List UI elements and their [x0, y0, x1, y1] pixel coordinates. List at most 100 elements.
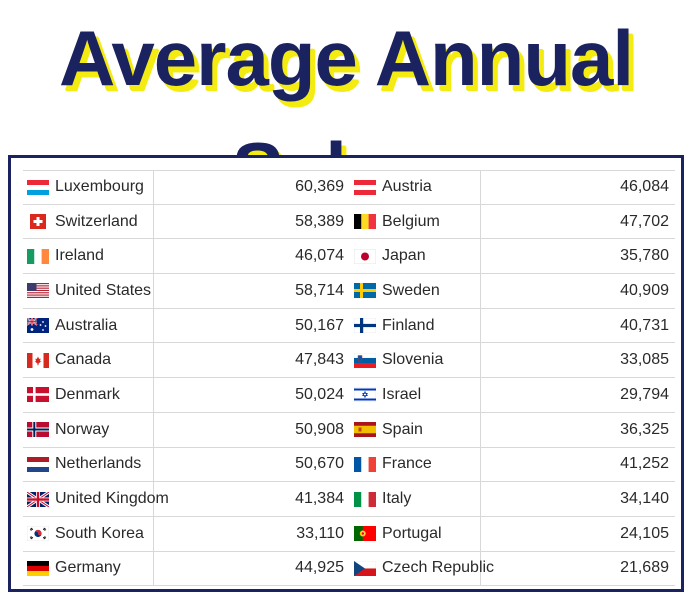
- canada-flag-icon: [27, 352, 49, 368]
- country-cell: Norway: [23, 412, 154, 447]
- salary-value: 50,024: [295, 385, 344, 403]
- table-row: Denmark 50,024 Israel 29,794: [23, 378, 675, 413]
- table-row: United Kingdom 41,384 Italy 34,140: [23, 482, 675, 517]
- salary-value: 33,085: [620, 351, 669, 369]
- salary-value: 46,074: [295, 247, 344, 265]
- country-name: Israel: [382, 385, 422, 403]
- country-cell: Australia: [23, 308, 154, 343]
- country-cell: Netherlands: [23, 447, 154, 482]
- country-name: Denmark: [55, 385, 120, 403]
- country-cell: Finland: [350, 308, 481, 343]
- table-row: United States 58,714 Sweden 40,909: [23, 274, 675, 309]
- portugal-flag-icon: [354, 526, 376, 542]
- country-cell: Switzerland: [23, 204, 154, 239]
- country-cell: Canada: [23, 343, 154, 378]
- united-states-flag-icon: [27, 283, 49, 299]
- country-name: Austria: [382, 178, 432, 196]
- country-cell: Portugal: [350, 516, 481, 551]
- netherlands-flag-icon: [27, 456, 49, 472]
- salary-value: 24,105: [620, 524, 669, 542]
- salary-value: 34,140: [620, 490, 669, 508]
- country-name: Ireland: [55, 247, 104, 265]
- salary-value: 44,925: [295, 559, 344, 577]
- table-row: Germany 44,925 Czech Republic 21,689: [23, 551, 675, 587]
- austria-flag-icon: [354, 179, 376, 195]
- table-row: South Korea 33,110 Portugal 24,105: [23, 516, 675, 552]
- country-name: Czech Republic: [382, 559, 495, 577]
- salary-value: 60,369: [295, 178, 344, 196]
- country-cell: Spain: [350, 412, 481, 447]
- country-name: Switzerland: [55, 212, 138, 230]
- france-flag-icon: [354, 456, 376, 472]
- country-name: Luxembourg: [55, 178, 144, 196]
- salary-grid: Luxembourg 60,369 Austria 46,084 Switzerland…: [23, 170, 675, 587]
- salary-value: 40,731: [620, 316, 669, 334]
- country-cell: Belgium: [350, 204, 481, 239]
- salary-value: 33,110: [296, 524, 344, 542]
- country-cell: Slovenia: [350, 343, 481, 378]
- salary-value: 50,167: [295, 316, 344, 334]
- salary-value: 50,670: [295, 455, 344, 473]
- table-row: Canada 47,843 Slovenia 33,085: [23, 343, 675, 379]
- salary-value: 47,702: [620, 212, 669, 230]
- italy-flag-icon: [354, 491, 376, 507]
- sweden-flag-icon: [354, 283, 376, 299]
- israel-flag-icon: [354, 387, 376, 403]
- country-name: Sweden: [382, 281, 440, 299]
- country-cell: Austria: [350, 171, 481, 204]
- country-name: Norway: [55, 420, 110, 438]
- country-name: France: [382, 455, 432, 473]
- australia-flag-icon: [27, 318, 49, 334]
- salary-value: 40,909: [620, 281, 669, 299]
- united-kingdom-flag-icon: [27, 491, 49, 507]
- salary-value: 21,689: [620, 559, 669, 577]
- salary-value: 36,325: [620, 420, 669, 438]
- norway-flag-icon: [27, 422, 49, 438]
- denmark-flag-icon: [27, 387, 49, 403]
- salary-value: 58,389: [295, 212, 344, 230]
- salary-table: Luxembourg 60,369 Austria 46,084 Switzerland…: [8, 155, 684, 592]
- table-row: Netherlands 50,670 France 41,252: [23, 447, 675, 483]
- belgium-flag-icon: [354, 214, 376, 230]
- salary-value: 41,252: [620, 455, 669, 473]
- table-row: Luxembourg 60,369 Austria 46,084: [23, 170, 675, 205]
- salary-value: 47,843: [295, 351, 344, 369]
- salary-value: 29,794: [620, 385, 669, 403]
- ireland-flag-icon: [27, 248, 49, 264]
- finland-flag-icon: [354, 318, 376, 334]
- country-cell: Denmark: [23, 378, 154, 412]
- salary-value: 58,714: [295, 281, 344, 299]
- country-cell: Luxembourg: [23, 171, 154, 204]
- country-name: Belgium: [382, 212, 440, 230]
- salary-value: 41,384: [295, 490, 344, 508]
- country-cell: Italy: [350, 482, 481, 516]
- japan-flag-icon: [354, 248, 376, 264]
- country-cell: France: [350, 447, 481, 482]
- salary-value: 35,780: [620, 247, 669, 265]
- country-cell: United Kingdom: [23, 482, 169, 516]
- country-cell: Japan: [350, 239, 481, 274]
- country-name: Slovenia: [382, 351, 444, 369]
- table-row: Norway 50,908 Spain 36,325: [23, 412, 675, 448]
- south-korea-flag-icon: [27, 526, 49, 542]
- country-name: Spain: [382, 420, 423, 438]
- country-cell: Israel: [350, 378, 481, 412]
- germany-flag-icon: [27, 560, 49, 576]
- country-name: Canada: [55, 351, 112, 369]
- country-cell: South Korea: [23, 516, 154, 551]
- country-name: Finland: [382, 316, 435, 334]
- luxembourg-flag-icon: [27, 179, 49, 195]
- salary-value: 46,084: [620, 178, 669, 196]
- switzerland-flag-icon: [27, 214, 49, 230]
- country-name: Germany: [55, 559, 121, 577]
- table-row: Ireland 46,074 Japan 35,780: [23, 239, 675, 275]
- czech-republic-flag-icon: [354, 560, 376, 576]
- country-cell: Czech Republic: [350, 551, 494, 586]
- country-name: United Kingdom: [55, 490, 169, 508]
- country-cell: Ireland: [23, 239, 154, 274]
- table-row: Switzerland 58,389 Belgium 47,702: [23, 204, 675, 240]
- country-name: Australia: [55, 316, 118, 334]
- country-cell: United States: [23, 274, 154, 308]
- country-name: Netherlands: [55, 455, 142, 473]
- country-name: South Korea: [55, 524, 144, 542]
